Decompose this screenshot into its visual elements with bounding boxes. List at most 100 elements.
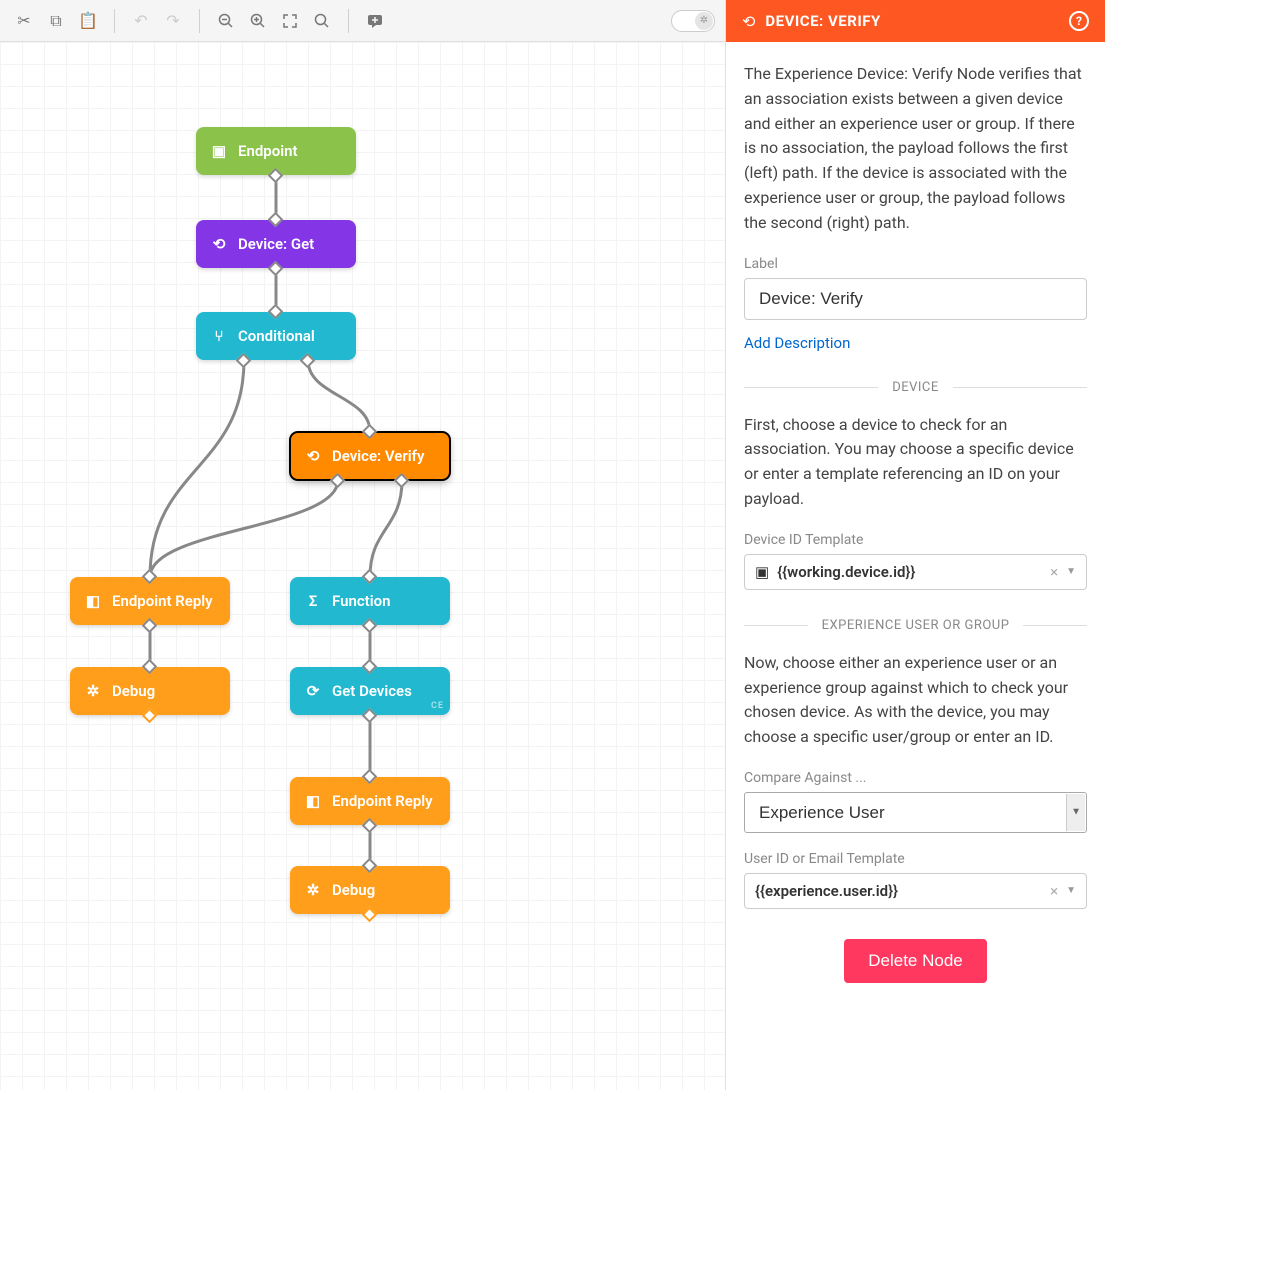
output-port[interactable] (236, 353, 252, 369)
device-id-label: Device ID Template (744, 532, 1087, 548)
panel-body: The Experience Device: Verify Node verif… (726, 42, 1105, 1090)
node-endpointreply2[interactable]: ◧ Endpoint Reply (290, 777, 450, 825)
node-debug2[interactable]: ✲ Debug (290, 866, 450, 914)
node-label: Function (332, 592, 390, 610)
compare-select[interactable]: Experience User (744, 792, 1087, 833)
userid-combo[interactable]: {{experience.user.id}} × ▼ (744, 873, 1087, 909)
add-description-link[interactable]: Add Description (744, 334, 850, 352)
zoom-reset-button[interactable] (308, 7, 336, 35)
properties-panel: ⟲ DEVICE: VERIFY ? The Experience Device… (725, 0, 1105, 1090)
input-port[interactable] (362, 659, 378, 675)
node-endpointreply1[interactable]: ◧ Endpoint Reply (70, 577, 230, 625)
function-icon: Σ (304, 592, 322, 610)
mode-toggle[interactable]: ✲ (671, 10, 715, 32)
canvas-area: ✂ ⧉ 📋 ↶ ↷ ✲ ▣Endpoint ⟲ Device: Get ⑂Condit… (0, 0, 725, 1090)
usergroup-section-desc: Now, choose either an experience user or… (744, 651, 1087, 750)
separator (114, 9, 115, 33)
copy-button[interactable]: ⧉ (42, 7, 70, 35)
node-function[interactable]: Σ Function (290, 577, 450, 625)
output-port[interactable] (362, 618, 378, 634)
userid-value: {{experience.user.id}} (755, 882, 898, 900)
node-label: Device: Get (238, 235, 314, 253)
endpoint-icon: ▣ (210, 142, 228, 160)
node-label: Get Devices (332, 682, 412, 700)
input-port[interactable] (268, 304, 284, 320)
panel-title: DEVICE: VERIFY (765, 12, 880, 30)
paste-button[interactable]: 📋 (74, 7, 102, 35)
node-description: The Experience Device: Verify Node verif… (744, 62, 1087, 236)
input-port[interactable] (142, 659, 158, 675)
node-deviceverify[interactable]: ⟲ Device: Verify (290, 432, 450, 480)
connection-wires (0, 42, 725, 1090)
caret-icon: ▼ (1066, 566, 1076, 577)
node-endpoint[interactable]: ▣Endpoint (196, 127, 356, 175)
output-port[interactable] (362, 818, 378, 834)
panel-header: ⟲ DEVICE: VERIFY ? (726, 0, 1105, 42)
input-port[interactable] (268, 212, 284, 228)
node-getdevices[interactable]: ⟳ Get Devices CE (290, 667, 450, 715)
zoom-in-button[interactable] (244, 7, 272, 35)
userid-label: User ID or Email Template (744, 851, 1087, 867)
device-section-label: DEVICE (878, 380, 953, 395)
deviceverify-icon: ⟲ (304, 447, 322, 465)
output-port[interactable] (330, 473, 346, 489)
separator (199, 9, 200, 33)
zoom-out-button[interactable] (212, 7, 240, 35)
fit-button[interactable] (276, 7, 304, 35)
output-port[interactable] (142, 708, 158, 724)
toggle-knob: ✲ (695, 12, 713, 30)
node-label: Device: Verify (332, 447, 424, 465)
endpointreply1-icon: ◧ (84, 592, 102, 610)
caret-icon: ▼ (1066, 885, 1076, 896)
debug2-icon: ✲ (304, 881, 322, 899)
label-input[interactable] (744, 278, 1087, 320)
node-label: Endpoint Reply (332, 792, 433, 810)
flow-canvas[interactable]: ▣Endpoint ⟲ Device: Get ⑂Conditional ⟲ Device… (0, 42, 725, 1090)
node-label: Endpoint Reply (112, 592, 213, 610)
getdevices-icon: ⟳ (304, 682, 322, 700)
device-id-value: {{working.device.id}} (777, 563, 915, 581)
endpointreply2-icon: ◧ (304, 792, 322, 810)
output-port[interactable] (362, 907, 378, 923)
app: ✂ ⧉ 📋 ↶ ↷ ✲ ▣Endpoint ⟲ Device: Get ⑂Condit… (0, 0, 1105, 1090)
deviceget-icon: ⟲ (210, 235, 228, 253)
input-port[interactable] (362, 569, 378, 585)
output-port[interactable] (142, 618, 158, 634)
device-id-combo[interactable]: ▣ {{working.device.id}} × ▼ (744, 554, 1087, 590)
node-label: Debug (332, 881, 375, 899)
help-icon[interactable]: ? (1069, 11, 1089, 31)
clear-icon[interactable]: × (1050, 882, 1058, 900)
delete-node-button[interactable]: Delete Node (844, 939, 987, 983)
device-section-desc: First, choose a device to check for an a… (744, 413, 1087, 512)
node-deviceget[interactable]: ⟲ Device: Get (196, 220, 356, 268)
output-port[interactable] (362, 708, 378, 724)
label-field-label: Label (744, 256, 1087, 272)
compare-select-wrap: Experience User ▼ (744, 792, 1087, 833)
node-conditional[interactable]: ⑂Conditional (196, 312, 356, 360)
input-port[interactable] (362, 858, 378, 874)
ce-badge: CE (431, 701, 444, 711)
node-label: Conditional (238, 327, 315, 345)
compare-label: Compare Against ... (744, 770, 1087, 786)
cut-button[interactable]: ✂ (10, 7, 38, 35)
usergroup-section-label: EXPERIENCE USER OR GROUP (808, 618, 1024, 633)
output-port[interactable] (394, 473, 410, 489)
output-port[interactable] (300, 353, 316, 369)
node-label: Debug (112, 682, 155, 700)
clear-icon[interactable]: × (1050, 563, 1058, 581)
output-port[interactable] (268, 168, 284, 184)
node-debug1[interactable]: ✲ Debug (70, 667, 230, 715)
device-section-divider: DEVICE (744, 380, 1087, 395)
usergroup-section-divider: EXPERIENCE USER OR GROUP (744, 618, 1087, 633)
input-port[interactable] (362, 424, 378, 440)
undo-button[interactable]: ↶ (127, 7, 155, 35)
input-port[interactable] (362, 769, 378, 785)
output-port[interactable] (268, 261, 284, 277)
input-port[interactable] (142, 569, 158, 585)
node-type-icon: ⟲ (742, 12, 755, 31)
comment-button[interactable] (361, 7, 389, 35)
toolbar: ✂ ⧉ 📋 ↶ ↷ ✲ (0, 0, 725, 42)
redo-button[interactable]: ↷ (159, 7, 187, 35)
chip-icon: ▣ (755, 563, 769, 581)
debug1-icon: ✲ (84, 682, 102, 700)
